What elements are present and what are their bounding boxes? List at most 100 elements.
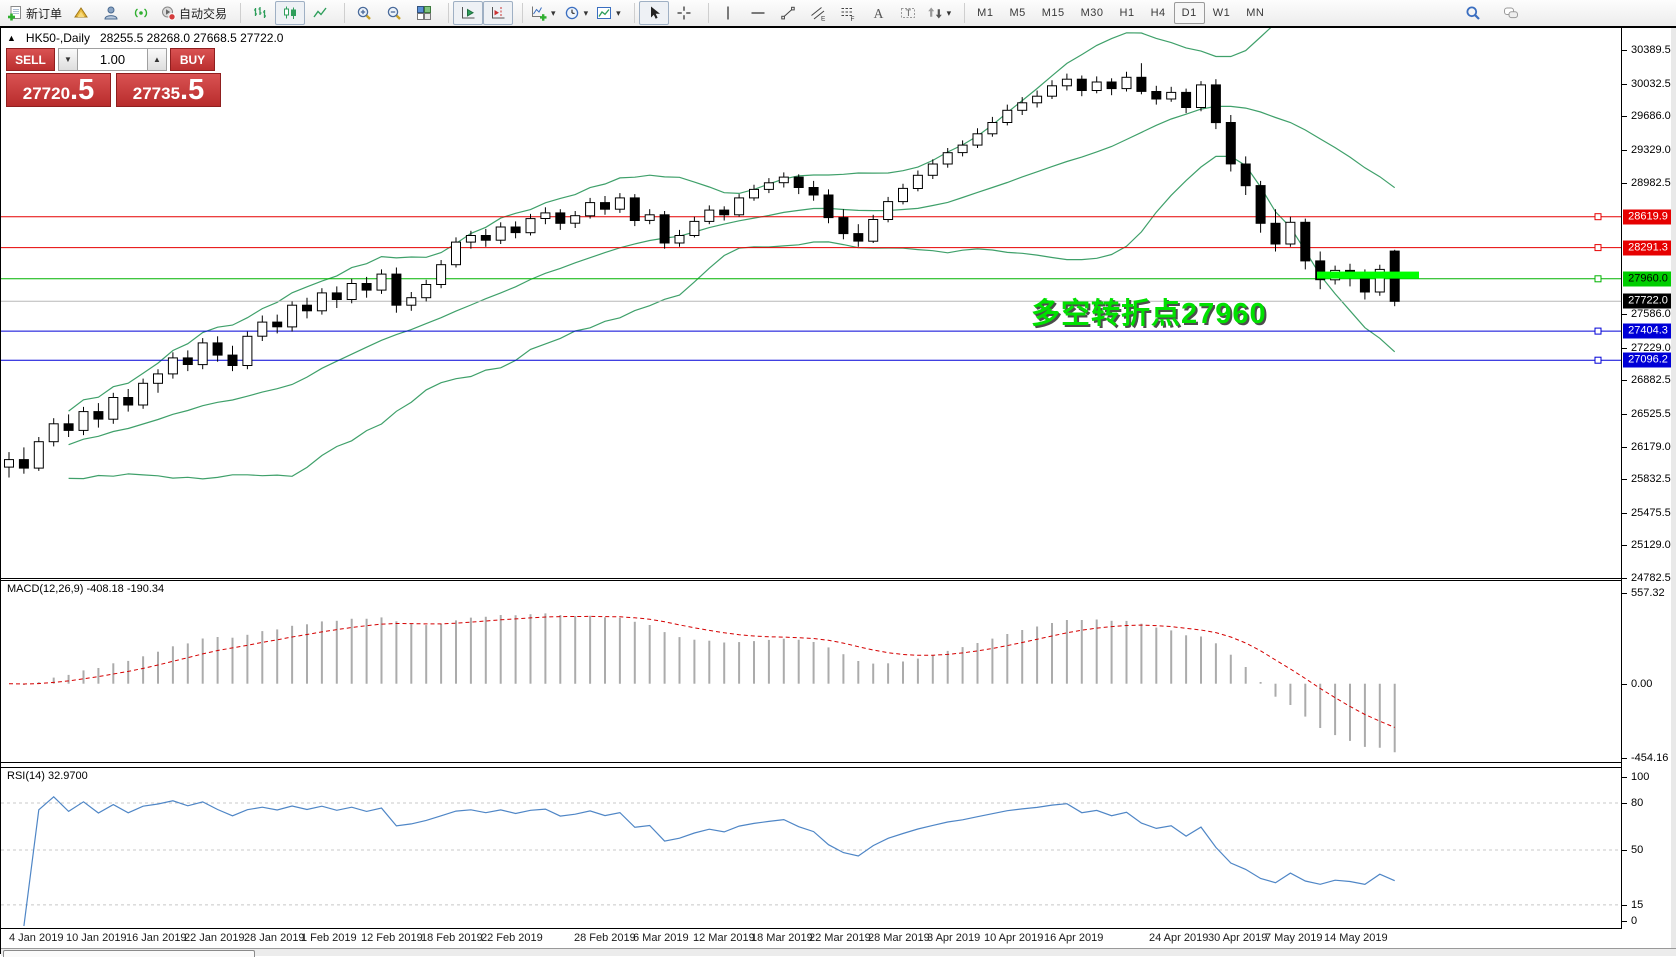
- timeframe-w1[interactable]: W1: [1212, 7, 1231, 19]
- market-watch-icon: [73, 5, 89, 21]
- price-tick-label: 28982.5: [1631, 176, 1671, 189]
- collapse-panel-arrow[interactable]: ▲: [7, 33, 16, 43]
- pane-separator[interactable]: [1, 762, 1621, 768]
- toolbar-market-watch-button[interactable]: [66, 1, 96, 25]
- axis-tick: [1622, 116, 1627, 118]
- dropdown-arrow-icon[interactable]: ▾: [551, 7, 556, 18]
- toolbar-profile-button[interactable]: [96, 1, 126, 25]
- timeframe-m5[interactable]: M5: [1009, 7, 1026, 19]
- toolbar-text-label-button[interactable]: T: [893, 1, 923, 25]
- svg-text:E: E: [821, 16, 826, 22]
- clock-icon: [564, 5, 580, 21]
- trendline-icon: [780, 5, 796, 21]
- buy-price-panel[interactable]: 27735 .5: [116, 73, 221, 107]
- template-icon: [596, 5, 612, 21]
- rsi-axis-label: 50: [1631, 844, 1644, 856]
- autotrading-label: 自动交易: [179, 6, 228, 21]
- candle-body: [1255, 185, 1266, 224]
- toolbar-candlestick-button[interactable]: [275, 1, 306, 25]
- toolbar-horizontal-line-button[interactable]: [743, 1, 773, 25]
- zoom-out-icon: [386, 5, 402, 21]
- candle-body: [93, 411, 104, 420]
- timeframe-mn[interactable]: MN: [1246, 7, 1265, 19]
- candle-body: [1151, 91, 1162, 100]
- dropdown-arrow-icon[interactable]: ▾: [583, 7, 589, 18]
- toolbar-search-button[interactable]: [1458, 1, 1488, 25]
- toolbar-tile-windows-button[interactable]: [409, 1, 439, 25]
- toolbar-new-order-button[interactable]: 新订单: [3, 1, 66, 25]
- macd-axis-label: 0.00: [1631, 677, 1653, 690]
- toolbar-fibonacci-button[interactable]: F: [833, 1, 863, 25]
- price-tick-label: 25129.0: [1631, 539, 1671, 552]
- toolbar-signals-button[interactable]: [126, 1, 156, 25]
- vertical-scrollbar[interactable]: [1671, 28, 1676, 956]
- signals-icon: [133, 5, 149, 21]
- fibo-icon: F: [840, 5, 856, 21]
- arrows-icon: [927, 5, 943, 21]
- search-icon: [1465, 5, 1481, 21]
- toolbar-periods-button[interactable]: ▾: [560, 1, 593, 25]
- toolbar-autotrading-button[interactable]: 自动交易: [156, 1, 231, 25]
- line-handle[interactable]: [1594, 356, 1602, 364]
- line-handle[interactable]: [1594, 327, 1602, 335]
- timeframe-d1[interactable]: D1: [1173, 2, 1205, 24]
- candle-body: [1315, 260, 1326, 281]
- volume-input[interactable]: 1.00: [78, 48, 147, 71]
- toolbar-crosshair-button[interactable]: [669, 1, 699, 25]
- candle-body: [644, 214, 655, 221]
- timeframe-m1[interactable]: M1: [977, 7, 994, 19]
- toolbar-templates-button[interactable]: ▾: [592, 1, 625, 25]
- volume-decrease-button[interactable]: ▼: [58, 48, 78, 71]
- timeframe-m30[interactable]: M30: [1080, 7, 1104, 19]
- candle-body: [376, 273, 387, 291]
- dropdown-arrow-icon[interactable]: ▾: [946, 7, 952, 18]
- candle-body: [1166, 91, 1177, 100]
- candle-body: [272, 321, 283, 328]
- buy-button[interactable]: BUY: [170, 48, 215, 71]
- sell-price-panel[interactable]: 27720 .5: [6, 73, 111, 107]
- toolbar-zoom-in-button[interactable]: [349, 1, 379, 25]
- toolbar-auto-scroll-button[interactable]: [453, 1, 484, 25]
- toolbar-cursor-button[interactable]: [638, 1, 669, 25]
- toolbar-zoom-out-button[interactable]: [379, 1, 409, 25]
- pane-separator[interactable]: [1, 578, 1621, 581]
- buy-price-pips: .5: [180, 74, 205, 106]
- pivot-annotation-text[interactable]: 多空转折点27960: [1031, 298, 1267, 330]
- timeframe-h4[interactable]: H4: [1150, 7, 1166, 19]
- svg-text:F: F: [850, 16, 854, 21]
- toolbar-chart-shift-button[interactable]: [483, 1, 514, 25]
- timeframe-m15[interactable]: M15: [1041, 7, 1065, 19]
- date-label: 28 Jan 2019: [244, 932, 305, 944]
- candle-body: [480, 235, 491, 241]
- date-label: 22 Mar 2019: [809, 932, 871, 944]
- toolbar-vertical-line-button[interactable]: [713, 1, 743, 25]
- chart-title: ▲ HK50-,Daily 28255.5 28268.0 27668.5 27…: [7, 31, 283, 45]
- toolbar-bar-chart-button[interactable]: [245, 1, 275, 25]
- svg-text:A: A: [873, 6, 883, 21]
- timeframe-h1[interactable]: H1: [1119, 7, 1135, 19]
- dropdown-arrow-icon[interactable]: ▾: [616, 7, 621, 18]
- line-handle[interactable]: [1594, 213, 1602, 221]
- toolbar-arrows-button[interactable]: ▾: [923, 1, 956, 25]
- toolbar-indicators-button[interactable]: ▾: [527, 1, 560, 25]
- toolbar-equidistant-channel-button[interactable]: E: [803, 1, 833, 25]
- price-axis[interactable]: 30389.5 30032.5 29686.0 29329.0 28982.5 27586…: [1621, 28, 1676, 929]
- time-axis[interactable]: 4 Jan 2019 10 Jan 2019 16 Jan 2019 22 Jan 2…: [1, 930, 1621, 948]
- sell-button[interactable]: SELL: [6, 48, 55, 71]
- pivot-highlight-bar[interactable]: [1317, 271, 1419, 279]
- svg-text:T: T: [905, 8, 911, 18]
- candle-body: [242, 335, 253, 366]
- cursor-icon: [646, 5, 662, 21]
- candle-body: [719, 209, 730, 216]
- buy-price-main: 27735: [132, 84, 181, 103]
- volume-increase-button[interactable]: ▲: [147, 48, 167, 71]
- toolbar-line-chart-button[interactable]: [305, 1, 335, 25]
- text-a-icon: A: [870, 5, 886, 21]
- toolbar-trendline-button[interactable]: [773, 1, 803, 25]
- candle-body: [704, 209, 715, 222]
- toolbar-chat-button[interactable]: [1496, 1, 1526, 25]
- toolbar-text-button[interactable]: A: [863, 1, 893, 25]
- line-handle[interactable]: [1594, 275, 1602, 283]
- line-handle[interactable]: [1594, 244, 1602, 252]
- candle-body: [212, 342, 223, 356]
